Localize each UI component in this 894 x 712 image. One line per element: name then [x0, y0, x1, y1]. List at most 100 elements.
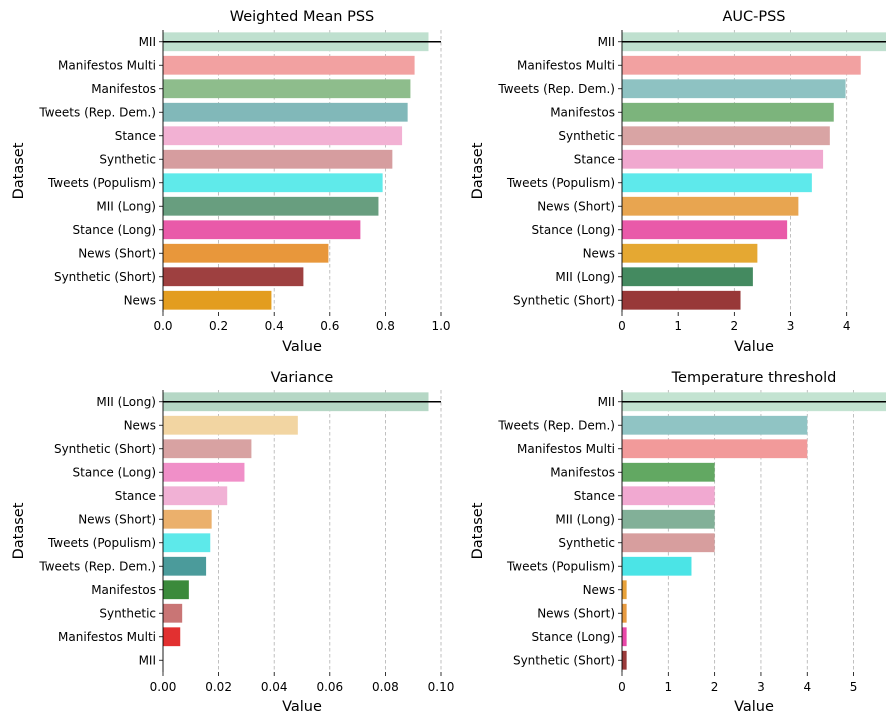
y-tick-label: MII (Long)	[555, 512, 615, 526]
x-tick-label: 3	[757, 680, 765, 694]
bar-synthetic-short	[622, 650, 627, 670]
bar-stance	[163, 126, 403, 146]
x-tick-label: 0.4	[265, 319, 284, 333]
bar-news	[163, 415, 298, 435]
y-tick-label: Tweets (Rep. Dem.)	[497, 82, 615, 96]
bar-tweets-populism	[163, 533, 211, 553]
x-axis-label: Value	[282, 339, 322, 355]
bar-news	[163, 290, 272, 310]
x-tick-label: 0.8	[376, 319, 395, 333]
y-tick-label: Stance (Long)	[532, 223, 615, 237]
bar-synthetic-short	[163, 439, 252, 459]
y-tick-label: News	[583, 246, 615, 260]
y-tick-label: Synthetic	[99, 152, 156, 166]
bar-mii-long	[163, 196, 379, 216]
bar-stance-long	[163, 220, 361, 240]
bar-tweets-populism	[622, 556, 692, 576]
y-tick-label: Stance	[115, 129, 156, 143]
bar-tweets-populism	[622, 173, 812, 193]
bar-stance	[163, 486, 228, 506]
x-tick-label: 0	[618, 319, 626, 333]
x-tick-label: 4	[803, 680, 811, 694]
x-tick-label: 0	[618, 680, 626, 694]
y-tick-label: MII	[598, 35, 615, 49]
y-axis-label: Dataset	[470, 502, 486, 559]
y-tick-label: News (Short)	[537, 199, 615, 213]
y-tick-label: Stance	[574, 489, 615, 503]
y-tick-label: MII	[139, 653, 156, 667]
y-tick-label: Synthetic (Short)	[513, 653, 615, 667]
bar-tweets-rep-dem	[163, 102, 408, 122]
y-tick-label: Tweets (Populism)	[506, 176, 615, 190]
y-tick-label: Stance (Long)	[73, 223, 156, 237]
y-tick-label: Manifestos Multi	[58, 58, 156, 72]
bar-manifestos	[163, 79, 411, 99]
y-tick-label: Stance	[574, 152, 615, 166]
bar-manifestos-multi	[163, 55, 415, 75]
y-tick-label: Tweets (Rep. Dem.)	[38, 105, 156, 119]
bar-stance-long	[622, 627, 627, 647]
y-tick-label: Tweets (Populism)	[47, 536, 156, 550]
bar-stance	[622, 149, 824, 169]
y-tick-label: Stance (Long)	[532, 630, 615, 644]
x-tick-label: 0.02	[205, 680, 232, 694]
x-tick-label: 0.00	[150, 680, 177, 694]
bar-news-short	[163, 243, 329, 263]
x-tick-label: 0.2	[209, 319, 228, 333]
bar-manifestos	[622, 102, 834, 122]
y-tick-label: Synthetic	[558, 536, 615, 550]
bar-tweets-rep-dem	[622, 415, 808, 435]
bar-synthetic	[622, 533, 715, 553]
x-axis-label: Value	[282, 699, 322, 712]
bar-news	[622, 243, 758, 263]
bar-news-short	[622, 603, 627, 623]
y-tick-label: News	[124, 293, 156, 307]
bar-manifestos-multi	[622, 55, 861, 75]
bar-news-short	[622, 196, 799, 216]
x-tick-label: 0.04	[261, 680, 288, 694]
bar-tweets-rep-dem	[622, 79, 846, 99]
y-tick-label: News	[583, 583, 615, 597]
x-tick-label: 4	[843, 319, 851, 333]
y-tick-label: News (Short)	[537, 606, 615, 620]
bar-news-short	[163, 509, 212, 529]
y-tick-label: Manifestos Multi	[58, 630, 156, 644]
bar-tweets-rep-dem	[163, 556, 207, 576]
x-axis-label: Value	[734, 699, 774, 712]
bar-manifestos-multi	[622, 439, 808, 459]
bar-mii-long	[622, 267, 753, 287]
y-tick-label: MII	[139, 35, 156, 49]
chart-panel-1: MII Manifestos Multi Manifestos Tweets (Rep…	[11, 9, 451, 355]
bar-manifestos	[622, 462, 715, 482]
x-tick-label: 2	[731, 319, 739, 333]
y-tick-label: MII (Long)	[96, 199, 156, 213]
y-axis-label: Dataset	[11, 502, 27, 559]
y-tick-label: Tweets (Populism)	[47, 176, 156, 190]
chart-panel-3: MII (Long) News Synthetic (Short) Stance (L…	[11, 370, 454, 712]
chart-title: Weighted Mean PSS	[230, 9, 375, 25]
y-tick-label: Synthetic	[558, 129, 615, 143]
y-tick-label: Synthetic (Short)	[513, 293, 615, 307]
bar-synthetic	[163, 149, 393, 169]
y-tick-label: News (Short)	[78, 246, 156, 260]
y-tick-label: Stance (Long)	[73, 465, 156, 479]
bar-synthetic-short	[163, 267, 304, 287]
x-tick-label: 5	[850, 680, 858, 694]
x-tick-label: 1.0	[431, 319, 450, 333]
chart-title: Temperature threshold	[671, 370, 837, 386]
bar-synthetic	[163, 603, 183, 623]
chart-panel-2: MII Manifestos Multi Tweets (Rep. Dem.) Man…	[470, 9, 886, 355]
y-tick-label: Synthetic (Short)	[54, 270, 156, 284]
x-tick-label: 1	[664, 680, 672, 694]
x-tick-label: 0.06	[316, 680, 343, 694]
bar-stance	[622, 486, 715, 506]
bar-manifestos-multi	[163, 627, 181, 647]
x-tick-label: 2	[711, 680, 719, 694]
y-tick-label: Stance	[115, 489, 156, 503]
chart-title: Variance	[271, 370, 334, 386]
y-tick-label: Synthetic	[99, 606, 156, 620]
x-tick-label: 0.6	[320, 319, 339, 333]
y-tick-label: Tweets (Rep. Dem.)	[497, 418, 615, 432]
chart-panel-4: MII Tweets (Rep. Dem.) Manifestos Multi Man…	[470, 370, 886, 712]
